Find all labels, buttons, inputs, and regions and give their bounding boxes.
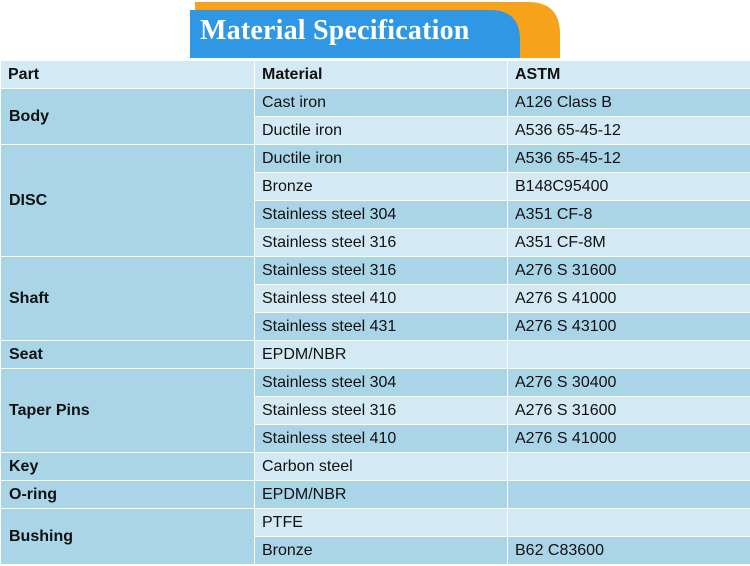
astm-cell: A276 S 31600: [507, 256, 750, 285]
astm-cell: [507, 452, 750, 481]
material-cell: Stainless steel 316: [254, 256, 508, 285]
material-cell: EPDM/NBR: [254, 480, 508, 509]
astm-cell: [507, 340, 750, 369]
header-material: Material: [254, 60, 508, 89]
table-body: Body Cast iron A126 Class B Ductile iron A53…: [0, 88, 750, 565]
table-row: Key Carbon steel: [0, 452, 750, 481]
material-cell: Carbon steel: [254, 452, 508, 481]
material-cell: Stainless steel 431: [254, 312, 508, 341]
astm-cell: A276 S 41000: [507, 424, 750, 453]
table-row: Seat EPDM/NBR: [0, 340, 750, 369]
part-name-cell: O-ring: [0, 480, 255, 509]
astm-cell: A126 Class B: [507, 88, 750, 117]
astm-cell: A276 S 30400: [507, 368, 750, 397]
material-cell: Cast iron: [254, 88, 508, 117]
page-title: Material Specification: [200, 15, 470, 46]
material-cell: PTFE: [254, 508, 508, 537]
part-name-cell: Shaft: [0, 256, 255, 341]
astm-cell: A351 CF-8M: [507, 228, 750, 257]
material-cell: EPDM/NBR: [254, 340, 508, 369]
astm-cell: A276 S 43100: [507, 312, 750, 341]
material-cell: Bronze: [254, 172, 508, 201]
material-cell: Ductile iron: [254, 144, 508, 173]
part-name-cell: Taper Pins: [0, 368, 255, 453]
material-cell: Stainless steel 304: [254, 368, 508, 397]
table-row: Bushing PTFE: [0, 508, 750, 565]
table-row: Taper Pins Stainless steel 304 A276 S 3040…: [0, 368, 750, 453]
part-name-cell: Seat: [0, 340, 255, 369]
astm-cell: A536 65-45-12: [507, 144, 750, 173]
astm-cell: B62 C83600: [507, 536, 750, 565]
table-row: Body Cast iron A126 Class B: [0, 88, 750, 145]
table-row: Shaft Stainless steel 316 A276 S 31600: [0, 256, 750, 341]
material-cell: Stainless steel 316: [254, 228, 508, 257]
material-cell: Stainless steel 316: [254, 396, 508, 425]
astm-cell: B148C95400: [507, 172, 750, 201]
part-name-cell: DISC: [0, 144, 255, 257]
astm-cell: A536 65-45-12: [507, 116, 750, 145]
header-astm: ASTM: [507, 60, 750, 89]
material-cell: Ductile iron: [254, 116, 508, 145]
astm-cell: A276 S 31600: [507, 396, 750, 425]
table-row: DISC Ductile iron A536 65-45-12: [0, 144, 750, 257]
astm-cell: [507, 480, 750, 509]
header-part: Part: [0, 60, 255, 89]
table-header-row: Part Material ASTM: [0, 60, 750, 89]
astm-cell: [507, 508, 750, 537]
material-spec-table: Part Material ASTM Body Cast iron A126 Cla…: [0, 60, 750, 565]
material-cell: Stainless steel 410: [254, 284, 508, 313]
part-name-cell: Key: [0, 452, 255, 481]
banner-shape: [190, 2, 560, 58]
table-row: O-ring EPDM/NBR: [0, 480, 750, 509]
title-banner: Material Specification: [190, 2, 560, 58]
material-cell: Bronze: [254, 536, 508, 565]
astm-cell: A351 CF-8: [507, 200, 750, 229]
material-cell: Stainless steel 304: [254, 200, 508, 229]
astm-cell: A276 S 41000: [507, 284, 750, 313]
part-name-cell: Bushing: [0, 508, 255, 565]
part-name-cell: Body: [0, 88, 255, 145]
material-cell: Stainless steel 410: [254, 424, 508, 453]
